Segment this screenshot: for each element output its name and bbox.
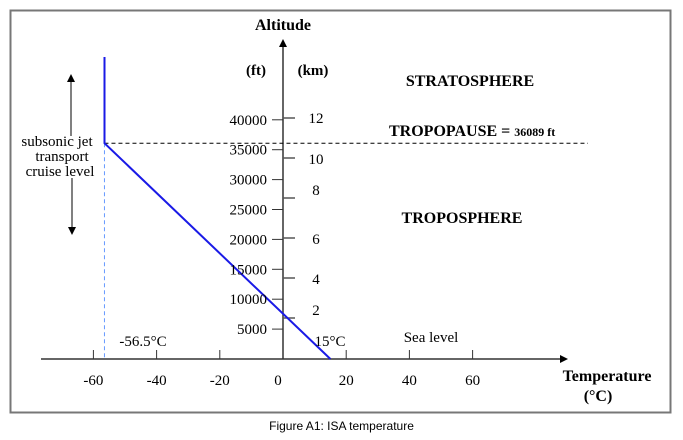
figure-caption: Figure A1: ISA temperature — [269, 419, 414, 433]
x-tick-label: -40 — [147, 373, 167, 389]
tropopause-equals: = — [501, 123, 514, 140]
y-axis-title: Altitude — [255, 17, 311, 34]
x-axis-title: Temperature — [563, 368, 652, 385]
y-tick-label-ft: 30000 — [230, 173, 268, 189]
isa-chart: -60 -40 -20 0 20 40 60 5000 10000 15000 20000 25000… — [9, 9, 672, 414]
x-tick-label: -60 — [83, 373, 103, 389]
x-tick-label: -20 — [210, 373, 230, 389]
y-tick-label-km: 6 — [312, 232, 320, 248]
y-tick-label-km: 8 — [312, 183, 320, 199]
stratosphere-label: STRATOSPHERE — [406, 73, 534, 90]
y-tick-label-ft: 10000 — [230, 292, 268, 308]
x-tick-label: 20 — [339, 373, 354, 389]
y-tick-label-ft: 35000 — [230, 143, 268, 159]
x-tick-label: 0 — [274, 373, 282, 389]
min-temp-label: -56.5°C — [119, 334, 166, 350]
y-tick-label-km: 4 — [312, 272, 320, 288]
tropopause-label: TROPOPAUSE = 36089 ft — [389, 123, 555, 140]
x-axis-unit: (°C) — [584, 388, 613, 405]
y-tick-label-ft: 15000 — [230, 262, 268, 278]
cruise-label-line2: transport — [35, 149, 89, 165]
y-tick-label-ft: 40000 — [230, 113, 268, 129]
y-units-km: (km) — [298, 63, 329, 79]
y-tick-label-ft: 25000 — [230, 203, 268, 219]
y-tick-label-km: 2 — [312, 303, 320, 319]
sea-level-label: Sea level — [404, 330, 459, 346]
troposphere-label: TROPOSPHERE — [402, 210, 523, 227]
cruise-label-line1: subsonic jet — [21, 134, 93, 150]
x-tick-label: 40 — [402, 373, 417, 389]
y-units-ft: (ft) — [246, 63, 266, 79]
figure-frame — [9, 9, 672, 414]
tropopause-name: TROPOPAUSE — [389, 123, 501, 140]
cruise-label-line3: cruise level — [26, 164, 95, 180]
tropopause-value: 36089 ft — [514, 125, 555, 139]
sea-temp-label: 15°C — [314, 334, 345, 350]
y-tick-label-ft: 5000 — [237, 322, 267, 338]
x-tick-label: 60 — [465, 373, 480, 389]
y-tick-label-km: 12 — [309, 111, 324, 127]
y-tick-label-km: 10 — [309, 152, 324, 168]
isa-temperature-line — [103, 57, 332, 360]
y-tick-label-ft: 20000 — [230, 232, 268, 248]
